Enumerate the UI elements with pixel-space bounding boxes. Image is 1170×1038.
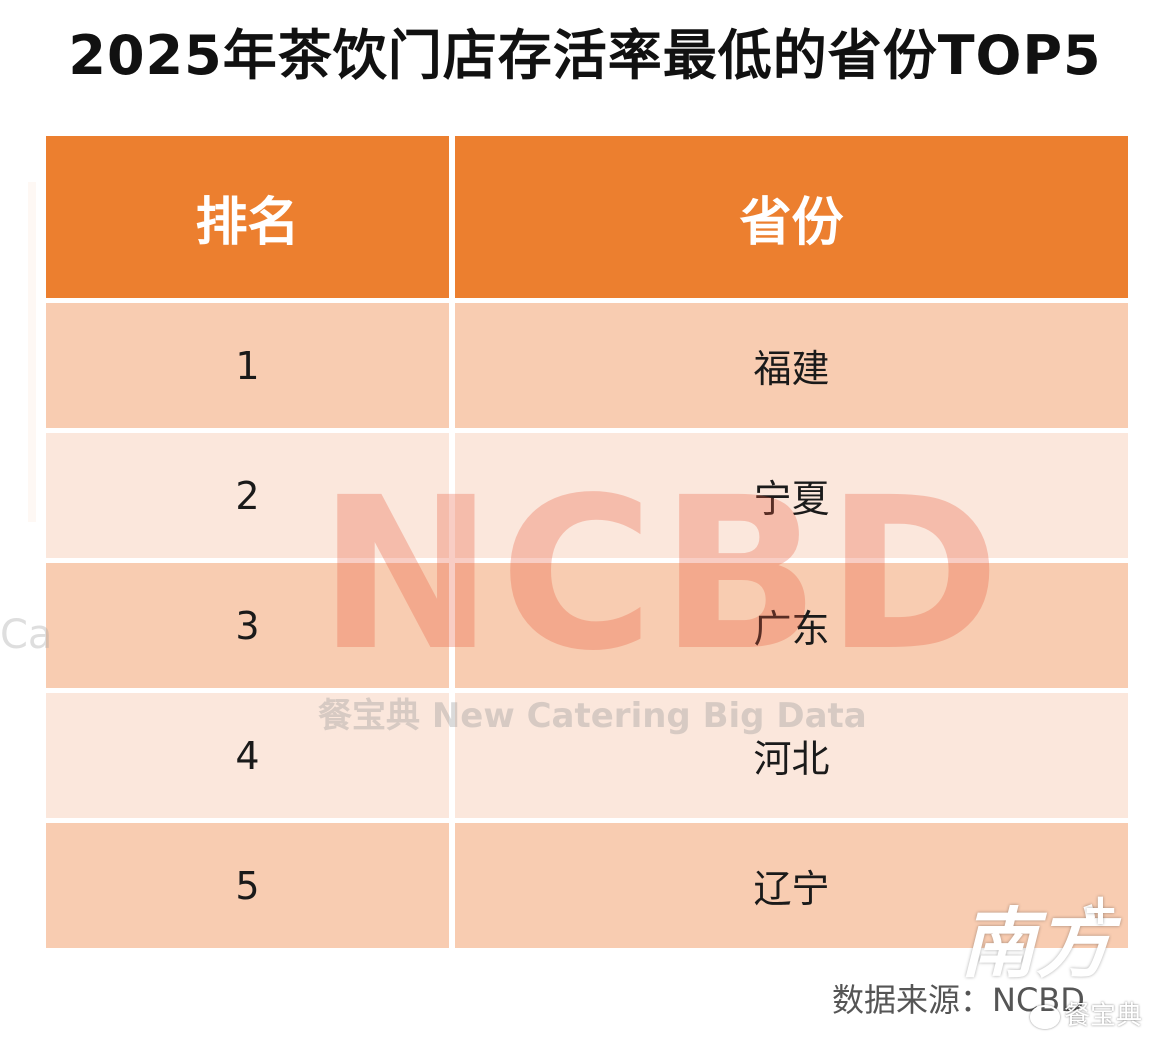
header-rank: 排名 <box>46 136 449 298</box>
table-row: 4 河北 <box>46 693 1128 818</box>
province-cell: 广东 <box>455 563 1128 688</box>
province-cell: 河北 <box>455 693 1128 818</box>
table-row: 2 宁夏 <box>46 433 1128 558</box>
brand-plus: + <box>1082 884 1119 935</box>
table-row: 1 福建 <box>46 303 1128 428</box>
province-cell: 宁夏 <box>455 433 1128 558</box>
brand-logo: 南方 <box>960 899 1112 988</box>
table-row: 5 辽宁 <box>46 823 1128 948</box>
weibo-icon <box>1030 1004 1060 1029</box>
province-cell: 福建 <box>455 303 1128 428</box>
province-cell: 辽宁 <box>455 823 1128 948</box>
rank-cell: 3 <box>46 563 449 688</box>
weibo-credit: 餐宝典 <box>1030 995 1142 1032</box>
rank-cell: 4 <box>46 693 449 818</box>
weibo-account: 餐宝典 <box>1064 1001 1143 1031</box>
table-row: 3 广东 <box>46 563 1128 688</box>
rank-cell: 1 <box>46 303 449 428</box>
rank-cell: 2 <box>46 433 449 558</box>
header-province: 省份 <box>455 136 1128 298</box>
ranking-table: 排名 省份 1 福建 2 宁夏 3 广东 4 河北 5 辽宁 <box>46 136 1128 953</box>
decorative-bar <box>28 182 36 522</box>
page-title: 2025年茶饮门店存活率最低的省份TOP5 <box>68 24 1102 87</box>
table-header-row: 排名 省份 <box>46 136 1128 298</box>
watermark-fragment: Ca <box>0 612 53 658</box>
rank-cell: 5 <box>46 823 449 948</box>
